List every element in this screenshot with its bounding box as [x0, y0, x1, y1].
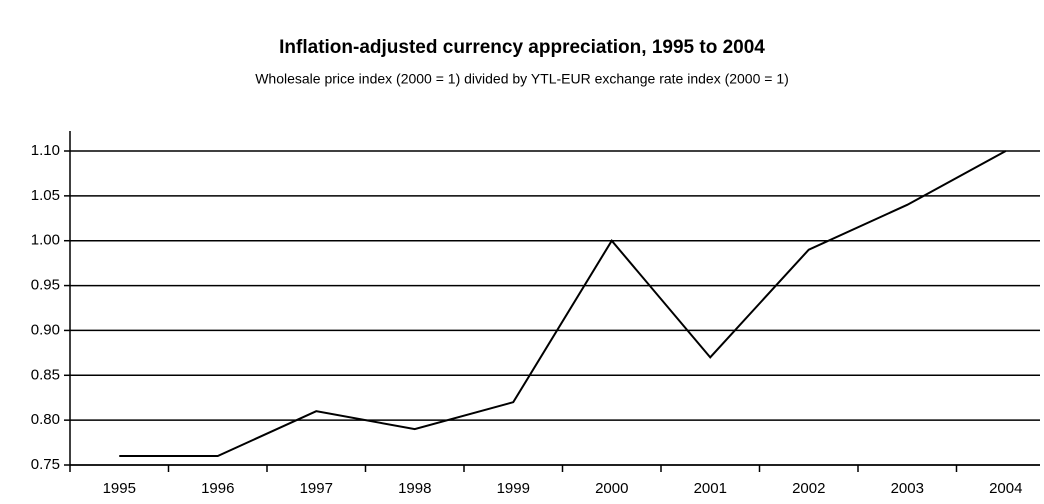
x-tick-label: 1999	[497, 480, 530, 497]
y-tick-label: 1.00	[31, 232, 60, 249]
y-tick-label: 0.90	[31, 321, 60, 338]
y-tick-label: 0.75	[31, 456, 60, 473]
x-tick-label: 1996	[201, 480, 234, 497]
x-tick-label: 1997	[300, 480, 333, 497]
data-line	[119, 150, 1007, 458]
x-tick-label: 2002	[792, 480, 825, 497]
y-tick-label: 1.10	[31, 142, 60, 159]
y-tick-label: 1.05	[31, 187, 60, 204]
x-tick-label: 2000	[595, 480, 628, 497]
y-tick-label: 0.85	[31, 366, 60, 383]
x-tick-label: 2001	[694, 480, 727, 497]
y-tick-label: 0.95	[31, 277, 60, 294]
chart-title: Inflation-adjusted currency appreciation…	[279, 37, 765, 58]
y-tick-label: 0.80	[31, 411, 60, 428]
x-tick-label: 2004	[989, 480, 1022, 497]
chart-subtitle: Wholesale price index (2000 = 1) divided…	[255, 71, 789, 87]
x-tick-label: 1995	[103, 480, 136, 497]
x-tick-label: 1998	[398, 480, 431, 497]
x-tick-label: 2003	[891, 480, 924, 497]
